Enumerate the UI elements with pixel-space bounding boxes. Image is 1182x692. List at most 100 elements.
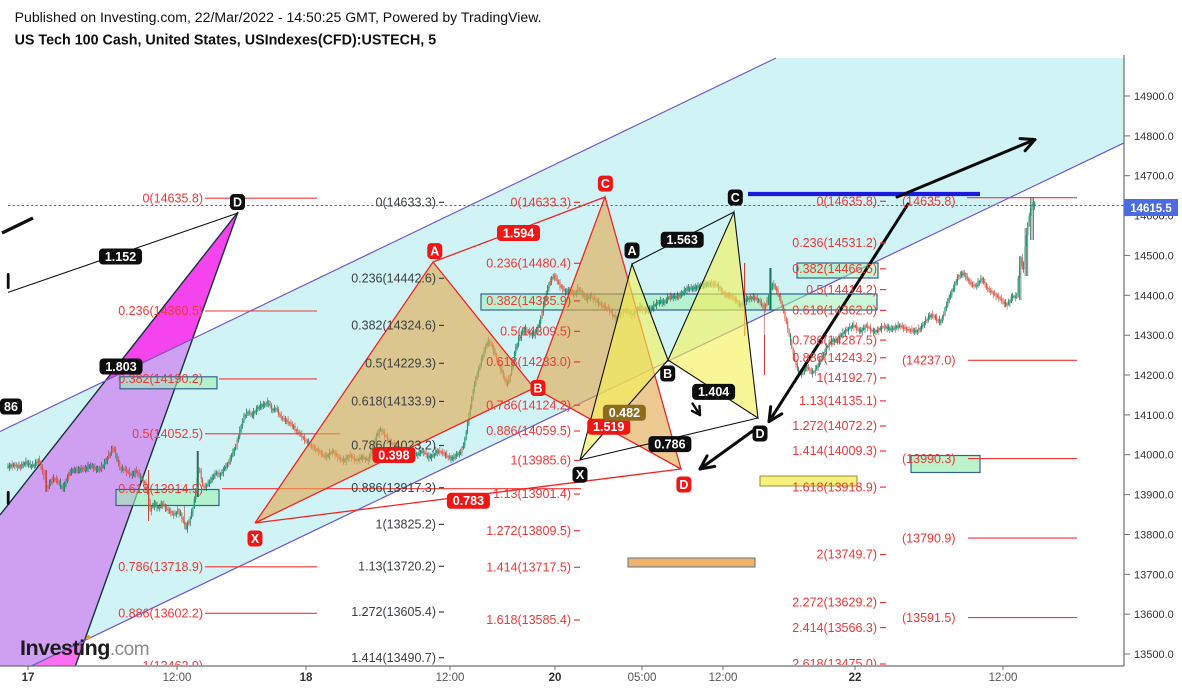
svg-text:0.783: 0.783 xyxy=(453,494,484,508)
svg-text:22: 22 xyxy=(849,672,862,684)
svg-text:13600.0: 13600.0 xyxy=(1134,609,1174,621)
svg-text:14000.0: 14000.0 xyxy=(1134,450,1174,462)
svg-text:1(13825.2): 1(13825.2) xyxy=(376,518,436,532)
svg-text:1.414(13490.7): 1.414(13490.7) xyxy=(351,651,436,665)
svg-text:0.236(14480.4): 0.236(14480.4) xyxy=(486,257,571,271)
svg-text:12:00: 12:00 xyxy=(436,672,465,684)
svg-text:12:00: 12:00 xyxy=(989,672,1018,684)
svg-text:1.13(13720.2): 1.13(13720.2) xyxy=(358,560,436,574)
svg-text:0.618(14362.0): 0.618(14362.0) xyxy=(792,304,877,318)
svg-text:13500.0: 13500.0 xyxy=(1134,649,1174,661)
svg-text:1(14192.7): 1(14192.7) xyxy=(817,371,877,385)
svg-text:1.404: 1.404 xyxy=(698,385,729,399)
svg-text:0(14635.8): 0(14635.8) xyxy=(817,195,877,209)
svg-text:1(13985.6): 1(13985.6) xyxy=(511,454,571,468)
svg-text:14900.0: 14900.0 xyxy=(1134,91,1174,103)
svg-text:13800.0: 13800.0 xyxy=(1134,530,1174,542)
svg-text:1.414(13717.5): 1.414(13717.5) xyxy=(486,561,571,575)
svg-text:14615.5: 14615.5 xyxy=(1130,203,1172,215)
svg-text:2.272(13629.2): 2.272(13629.2) xyxy=(792,596,877,610)
svg-text:(13790.9): (13790.9) xyxy=(902,531,956,545)
svg-text:D: D xyxy=(233,195,242,209)
svg-text:0.236(14442.6): 0.236(14442.6) xyxy=(351,272,436,286)
svg-text:A: A xyxy=(430,244,439,258)
svg-text:0.382(14385.9): 0.382(14385.9) xyxy=(486,294,571,308)
svg-text:0.886(14243.2): 0.886(14243.2) xyxy=(792,351,877,365)
svg-text:17: 17 xyxy=(22,672,35,684)
svg-text:13700.0: 13700.0 xyxy=(1134,569,1174,581)
svg-text:12:00: 12:00 xyxy=(163,672,192,684)
svg-text:D: D xyxy=(679,478,688,492)
svg-text:14100.0: 14100.0 xyxy=(1134,410,1174,422)
svg-text:12:00: 12:00 xyxy=(709,672,738,684)
svg-text:0.618(14233.0): 0.618(14233.0) xyxy=(486,355,571,369)
svg-text:2.618(13475.0): 2.618(13475.0) xyxy=(792,657,877,671)
svg-text:D: D xyxy=(755,427,764,441)
svg-text:14800.0: 14800.0 xyxy=(1134,131,1174,143)
svg-text:0.618(13914.9): 0.618(13914.9) xyxy=(118,482,203,496)
svg-text:1.272(14072.2): 1.272(14072.2) xyxy=(792,419,877,433)
svg-text:1.594: 1.594 xyxy=(503,226,534,240)
svg-text:1.152: 1.152 xyxy=(105,250,136,264)
svg-text:0.786: 0.786 xyxy=(654,437,685,451)
svg-text:Investing.com: Investing.com xyxy=(20,636,149,660)
svg-text:C: C xyxy=(601,177,610,191)
svg-text:1.519: 1.519 xyxy=(593,420,624,434)
svg-text:14200.0: 14200.0 xyxy=(1134,370,1174,382)
svg-text:1.272(13605.4): 1.272(13605.4) xyxy=(351,605,436,619)
svg-text:X: X xyxy=(576,468,585,482)
svg-text:0.482: 0.482 xyxy=(609,406,640,420)
svg-text:US Tech 100 Cash, United State: US Tech 100 Cash, United States, USIndex… xyxy=(15,32,437,48)
svg-text:0.5(14229.3): 0.5(14229.3) xyxy=(365,357,436,371)
svg-text:0(14633.3): 0(14633.3) xyxy=(511,196,571,210)
svg-text:X: X xyxy=(251,532,260,546)
svg-text:05:00: 05:00 xyxy=(628,672,657,684)
svg-text:Published on Investing.com, 22: Published on Investing.com, 22/Mar/2022 … xyxy=(15,9,542,25)
svg-text:1.618(13585.4): 1.618(13585.4) xyxy=(486,613,571,627)
svg-text:14300.0: 14300.0 xyxy=(1134,330,1174,342)
svg-text:2.414(13566.3): 2.414(13566.3) xyxy=(792,621,877,635)
svg-text:0.618(14133.9): 0.618(14133.9) xyxy=(351,395,436,409)
svg-text:1.414(14009.3): 1.414(14009.3) xyxy=(792,444,877,458)
svg-text:1.272(13809.5): 1.272(13809.5) xyxy=(486,524,571,538)
svg-text:0.786(13718.9): 0.786(13718.9) xyxy=(118,560,203,574)
svg-text:1(13462.9): 1(13462.9) xyxy=(143,659,203,673)
svg-text:0.382(14190.2): 0.382(14190.2) xyxy=(118,372,203,386)
svg-text:0.382(14466.5): 0.382(14466.5) xyxy=(792,262,877,276)
svg-text:2(13749.7): 2(13749.7) xyxy=(817,548,877,562)
svg-text:14400.0: 14400.0 xyxy=(1134,290,1174,302)
svg-text:B: B xyxy=(663,367,672,381)
svg-text:0.786(14124.2): 0.786(14124.2) xyxy=(486,398,571,412)
svg-text:20: 20 xyxy=(549,672,562,684)
svg-text:(13591.5): (13591.5) xyxy=(902,611,956,625)
svg-text:(14635.8): (14635.8) xyxy=(902,195,956,209)
svg-text:1.13(14135.1): 1.13(14135.1) xyxy=(799,394,877,408)
svg-text:0(14633.3): 0(14633.3) xyxy=(376,196,436,210)
svg-text:0.786(14287.5): 0.786(14287.5) xyxy=(792,333,877,347)
svg-text:14500.0: 14500.0 xyxy=(1134,250,1174,262)
svg-text:C: C xyxy=(731,191,740,205)
svg-text:0.5(14309.5): 0.5(14309.5) xyxy=(500,325,571,339)
svg-text:0.886(13917.3): 0.886(13917.3) xyxy=(351,481,436,495)
svg-text:0.398: 0.398 xyxy=(378,448,409,462)
svg-text:13900.0: 13900.0 xyxy=(1134,490,1174,502)
svg-text:86: 86 xyxy=(4,400,18,414)
svg-text:0.236(14360.5): 0.236(14360.5) xyxy=(118,304,203,318)
svg-text:0.236(14531.2): 0.236(14531.2) xyxy=(792,236,877,250)
svg-text:(14237.0): (14237.0) xyxy=(902,354,956,368)
svg-text:0.5(14414.2): 0.5(14414.2) xyxy=(806,283,877,297)
svg-text:1.803: 1.803 xyxy=(105,360,136,374)
svg-text:0(14635.8): 0(14635.8) xyxy=(143,191,203,205)
svg-text:0.5(14052.5): 0.5(14052.5) xyxy=(132,427,203,441)
svg-text:18: 18 xyxy=(300,672,313,684)
svg-text:1.563: 1.563 xyxy=(667,233,698,247)
svg-text:0.886(14059.5): 0.886(14059.5) xyxy=(486,424,571,438)
svg-text:B: B xyxy=(533,381,542,395)
svg-text:1.618(13918.9): 1.618(13918.9) xyxy=(792,480,877,494)
svg-text:(13990.3): (13990.3) xyxy=(902,452,956,466)
svg-text:1.13(13901.4): 1.13(13901.4) xyxy=(493,487,571,501)
svg-text:0.886(13602.2): 0.886(13602.2) xyxy=(118,607,203,621)
svg-text:14700.0: 14700.0 xyxy=(1134,171,1174,183)
svg-text:0.382(14324.6): 0.382(14324.6) xyxy=(351,319,436,333)
svg-text:A: A xyxy=(627,244,636,258)
